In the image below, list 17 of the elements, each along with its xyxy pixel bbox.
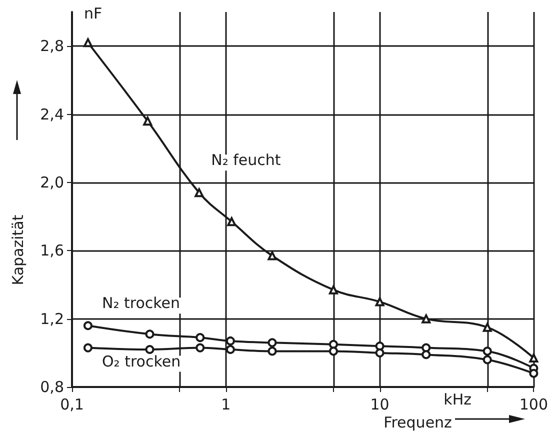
text: kHz	[444, 390, 472, 408]
x-tick-label: 0,1	[60, 396, 84, 414]
y-tick-label: 1,2	[40, 310, 64, 328]
y-tick-label: 2,0	[40, 173, 64, 192]
y-tick-label: 2,4	[40, 105, 64, 124]
y-tick-label: 2,8	[40, 37, 64, 56]
series-label: N₂ trocken	[102, 294, 180, 312]
x-axis-title: Frequenz	[384, 414, 452, 432]
series-label: O₂ trocken	[102, 352, 181, 370]
annotation: nF	[84, 4, 102, 22]
series-label: N₂ feucht	[211, 151, 281, 170]
x-tick-label: 100	[519, 396, 548, 414]
x-tick-label: 10	[370, 396, 390, 414]
y-tick-label: 0,8	[40, 378, 64, 396]
y-axis-title: Kapazität	[9, 214, 27, 286]
y-tick-label: 1,6	[40, 242, 64, 260]
x-tick-label: 1	[221, 396, 231, 414]
